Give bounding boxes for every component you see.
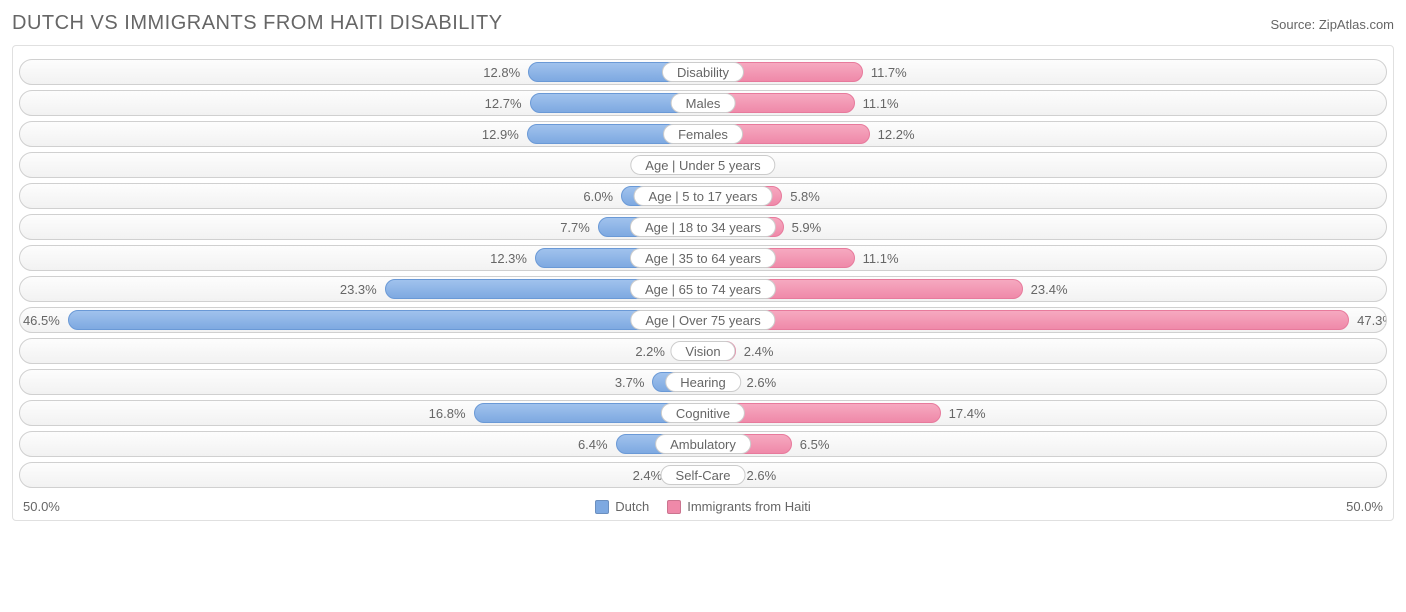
chart-row: 2.2% 2.4%Vision xyxy=(19,338,1387,364)
chart-row: 12.3% 11.1% Age | 35 to 64 years xyxy=(19,245,1387,271)
value-left: 12.8% xyxy=(475,60,528,84)
chart-row: 2.4%2.6%Self-Care xyxy=(19,462,1387,488)
bar-right xyxy=(703,310,1349,330)
value-right: 23.4% xyxy=(1023,277,1076,301)
category-label: Disability xyxy=(662,62,744,82)
value-right: 5.9% xyxy=(784,215,830,239)
category-label: Age | Over 75 years xyxy=(630,310,775,330)
category-label: Age | 35 to 64 years xyxy=(630,248,776,268)
chart-row: 3.7% 2.6%Hearing xyxy=(19,369,1387,395)
value-right: 5.8% xyxy=(782,184,828,208)
axis-max-left: 50.0% xyxy=(23,499,595,514)
category-label: Ambulatory xyxy=(655,434,751,454)
category-label: Vision xyxy=(670,341,735,361)
page-title: DUTCH VS IMMIGRANTS FROM HAITI DISABILIT… xyxy=(12,12,503,35)
value-left: 12.7% xyxy=(477,91,530,115)
category-label: Cognitive xyxy=(661,403,745,423)
category-label: Age | 18 to 34 years xyxy=(630,217,776,237)
value-right: 11.7% xyxy=(863,60,915,84)
category-label: Age | Under 5 years xyxy=(630,155,775,175)
chart-row: 12.8% 11.7% Disability xyxy=(19,59,1387,85)
legend-label-right: Immigrants from Haiti xyxy=(687,499,811,514)
chart-row: 1.7%1.3%Age | Under 5 years xyxy=(19,152,1387,178)
value-left: 46.5% xyxy=(19,308,68,332)
legend-item-right: Immigrants from Haiti xyxy=(667,499,811,514)
legend: Dutch Immigrants from Haiti xyxy=(595,499,811,514)
category-label: Self-Care xyxy=(661,465,746,485)
diverging-bar-chart: 12.8% 11.7% Disability 12.7% 11.1% Males 12.9%… xyxy=(12,45,1394,521)
value-left: 6.4% xyxy=(570,432,616,456)
value-left: 12.3% xyxy=(482,246,535,270)
axis-max-right: 50.0% xyxy=(811,499,1383,514)
source-attribution: Source: ZipAtlas.com xyxy=(1270,17,1394,32)
chart-row: 6.0% 5.8% Age | 5 to 17 years xyxy=(19,183,1387,209)
value-left: 12.9% xyxy=(474,122,527,146)
value-left: 2.2% xyxy=(627,339,673,363)
chart-row: 12.7% 11.1% Males xyxy=(19,90,1387,116)
chart-row: 6.4% 6.5% Ambulatory xyxy=(19,431,1387,457)
value-left: 23.3% xyxy=(332,277,385,301)
value-right: 47.3% xyxy=(1349,308,1387,332)
chart-row: 12.9% 12.2% Females xyxy=(19,121,1387,147)
value-right: 6.5% xyxy=(792,432,838,456)
value-right: 2.6% xyxy=(739,370,785,394)
bar-left xyxy=(68,310,703,330)
value-left: 6.0% xyxy=(575,184,621,208)
legend-item-left: Dutch xyxy=(595,499,649,514)
category-label: Age | 5 to 17 years xyxy=(634,186,773,206)
legend-label-left: Dutch xyxy=(615,499,649,514)
legend-swatch-right xyxy=(667,500,681,514)
value-right: 11.1% xyxy=(855,91,907,115)
chart-row: 46.5% 47.3% Age | Over 75 years xyxy=(19,307,1387,333)
category-label: Hearing xyxy=(665,372,741,392)
value-right: 17.4% xyxy=(941,401,994,425)
category-label: Age | 65 to 74 years xyxy=(630,279,776,299)
category-label: Males xyxy=(671,93,736,113)
value-right: 12.2% xyxy=(870,122,923,146)
value-left: 16.8% xyxy=(421,401,474,425)
chart-row: 16.8% 17.4% Cognitive xyxy=(19,400,1387,426)
value-right: 11.1% xyxy=(855,246,907,270)
chart-row: 7.7% 5.9% Age | 18 to 34 years xyxy=(19,214,1387,240)
legend-swatch-left xyxy=(595,500,609,514)
value-left: 7.7% xyxy=(552,215,598,239)
value-right: 2.4% xyxy=(736,339,782,363)
category-label: Females xyxy=(663,124,743,144)
chart-row: 23.3% 23.4% Age | 65 to 74 years xyxy=(19,276,1387,302)
value-left: 3.7% xyxy=(607,370,653,394)
